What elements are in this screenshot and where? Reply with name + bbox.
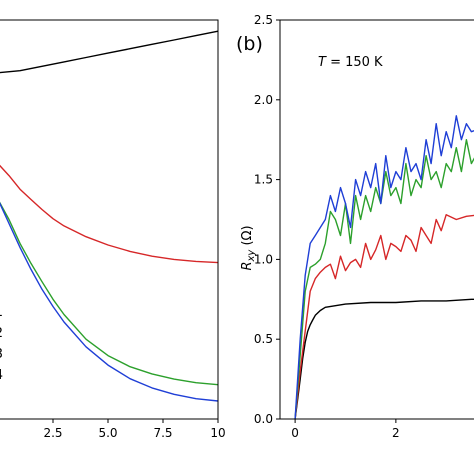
legend-entry-2: 2 bbox=[0, 326, 3, 341]
series-2-line bbox=[0, 164, 219, 264]
y-tick-label: 1.5 bbox=[254, 173, 273, 187]
panel-a-frame bbox=[0, 19, 219, 420]
panel-b-frame bbox=[279, 19, 474, 420]
series-1-line bbox=[0, 30, 219, 74]
x-tick-label: 0 bbox=[291, 426, 299, 440]
rxy-series-1-line bbox=[294, 298, 474, 420]
panel-a: 2.5 5.0 7.5 10 1 2 3 4 bbox=[0, 19, 226, 440]
panel-a-x-ticks: 2.5 5.0 7.5 10 bbox=[43, 419, 226, 440]
series-4-line bbox=[0, 202, 219, 402]
x-tick-label: 2.5 bbox=[43, 426, 62, 440]
y-tick-label: 0.5 bbox=[254, 332, 273, 346]
panel-b-label: (b) bbox=[236, 33, 263, 55]
y-tick-label: 1.0 bbox=[254, 252, 273, 266]
legend-entry-4: 4 bbox=[0, 368, 3, 383]
y-tick-label: 2.5 bbox=[254, 13, 273, 27]
panel-b-y-axis-label: Rxy (Ω) bbox=[240, 225, 257, 270]
y-tick-label: 0.0 bbox=[254, 412, 273, 426]
panel-a-series bbox=[0, 30, 219, 402]
x-tick-label: 2 bbox=[392, 426, 400, 440]
x-tick-label: 10 bbox=[210, 426, 225, 440]
panel-a-legend: 1 2 3 4 bbox=[0, 305, 3, 383]
panel-b-y-ticks: 0.0 0.5 1.0 1.5 2.0 2.5 bbox=[254, 13, 280, 426]
rxy-series-3-line bbox=[294, 139, 474, 420]
x-tick-label: 5.0 bbox=[98, 426, 117, 440]
panel-b-annotation: T = 150 K bbox=[318, 55, 383, 70]
rxy-series-4-line bbox=[294, 115, 474, 420]
rxy-series-2-line bbox=[294, 214, 474, 420]
y-tick-label: 2.0 bbox=[254, 93, 273, 107]
legend-entry-3: 3 bbox=[0, 347, 3, 362]
legend-entry-1: 1 bbox=[0, 305, 3, 320]
x-tick-label: 7.5 bbox=[153, 426, 172, 440]
series-3-line bbox=[0, 201, 219, 386]
panel-b-series bbox=[294, 115, 474, 420]
